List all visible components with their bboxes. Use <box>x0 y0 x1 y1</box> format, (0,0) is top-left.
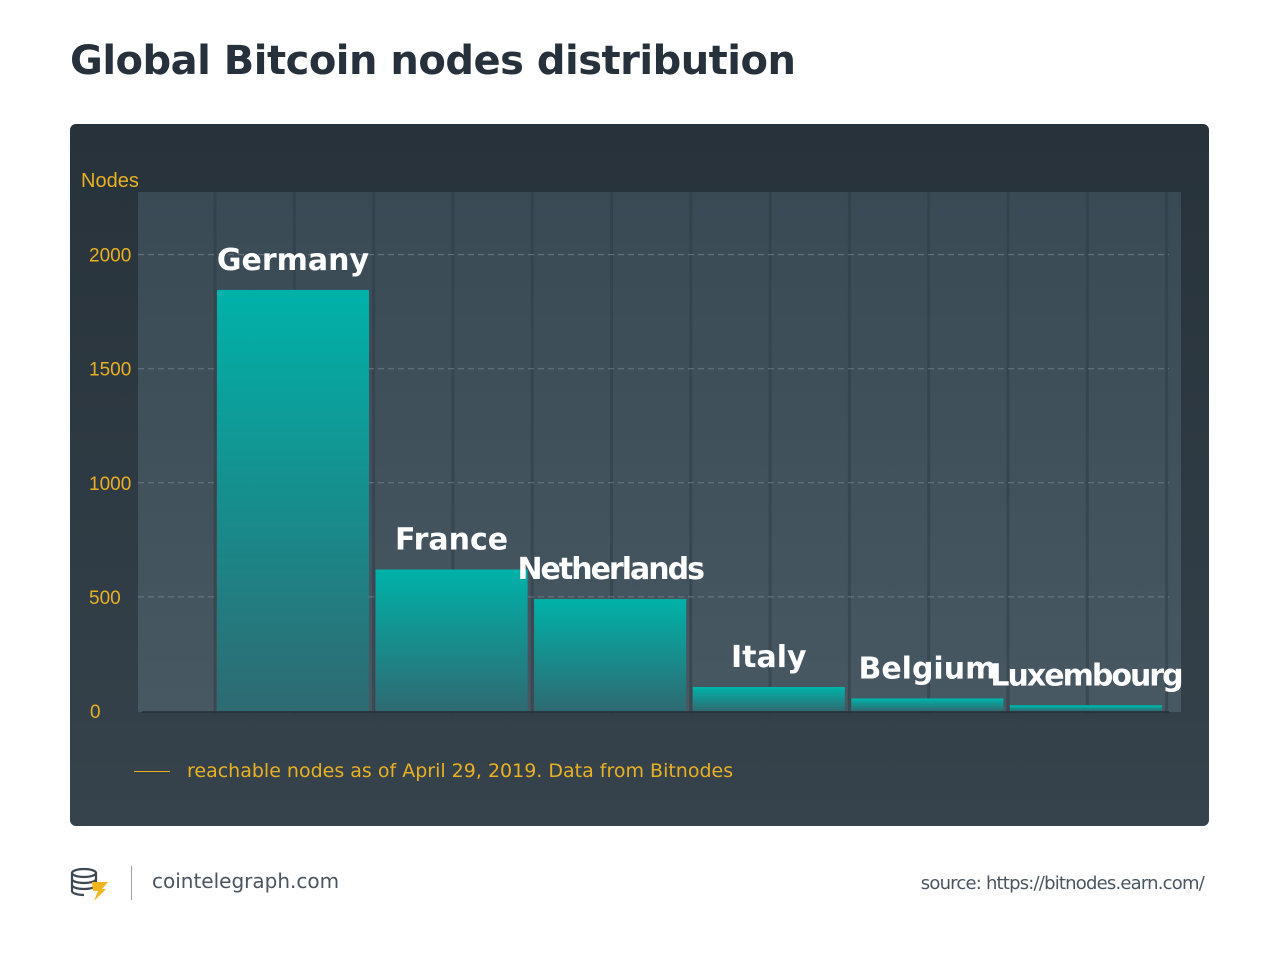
y-tick-label: 500 <box>89 588 121 609</box>
bar-luxembourg <box>1010 705 1162 711</box>
y-tick-label: 1000 <box>89 474 131 495</box>
bar-top-edge <box>1010 705 1162 708</box>
bar-netherlands <box>534 599 687 711</box>
chart-card: 0 500 1000 1500 2000 Nodes Germany France Neth… <box>70 124 1209 826</box>
bar-label-germany: Germany <box>217 243 370 278</box>
y-axis-label: Nodes <box>81 170 139 192</box>
bar-top-edge <box>692 687 845 690</box>
bar-top-edge <box>375 569 528 572</box>
cointelegraph-logo-icon <box>70 864 110 907</box>
bar-italy <box>692 687 845 711</box>
footer-source: source: https://bitnodes.earn.com/ <box>920 873 1205 894</box>
footer-site-link[interactable]: cointelegraph.com <box>152 869 340 893</box>
bar-label-netherlands: Netherlands <box>517 552 704 587</box>
bar-belgium <box>851 698 1004 711</box>
legend-line-swatch <box>134 770 170 772</box>
bar-top-edge <box>851 698 1004 701</box>
bar-top-edge <box>534 599 687 602</box>
y-axis-ticks: 0 500 1000 1500 2000 <box>89 246 131 723</box>
bar-france <box>375 569 528 711</box>
bar-labels: Germany France Netherlands Italy BelgiumLuxe… <box>217 243 1184 693</box>
bar-top-edge <box>217 289 369 292</box>
bars <box>217 289 1162 711</box>
bar-label-italy: Italy <box>731 640 807 675</box>
legend: reachable nodes as of April 29, 2019. Da… <box>134 760 733 782</box>
bar-chart: 0 500 1000 1500 2000 Nodes Germany France Neth… <box>81 170 1184 723</box>
bar-label-luxembourg: Luxembourg <box>990 658 1181 693</box>
page-title: Global Bitcoin nodes distribution <box>70 38 796 84</box>
y-tick-label: 2000 <box>89 246 131 267</box>
legend-label: reachable nodes as of April 29, 2019. Da… <box>187 760 734 782</box>
bar-germany <box>217 289 369 711</box>
y-tick-label: 0 <box>90 702 101 723</box>
footer-divider <box>131 866 132 900</box>
bar-label-france: France <box>395 523 508 558</box>
y-tick-label: 1500 <box>89 360 131 381</box>
bar-label-belgium: Belgium <box>858 651 996 686</box>
